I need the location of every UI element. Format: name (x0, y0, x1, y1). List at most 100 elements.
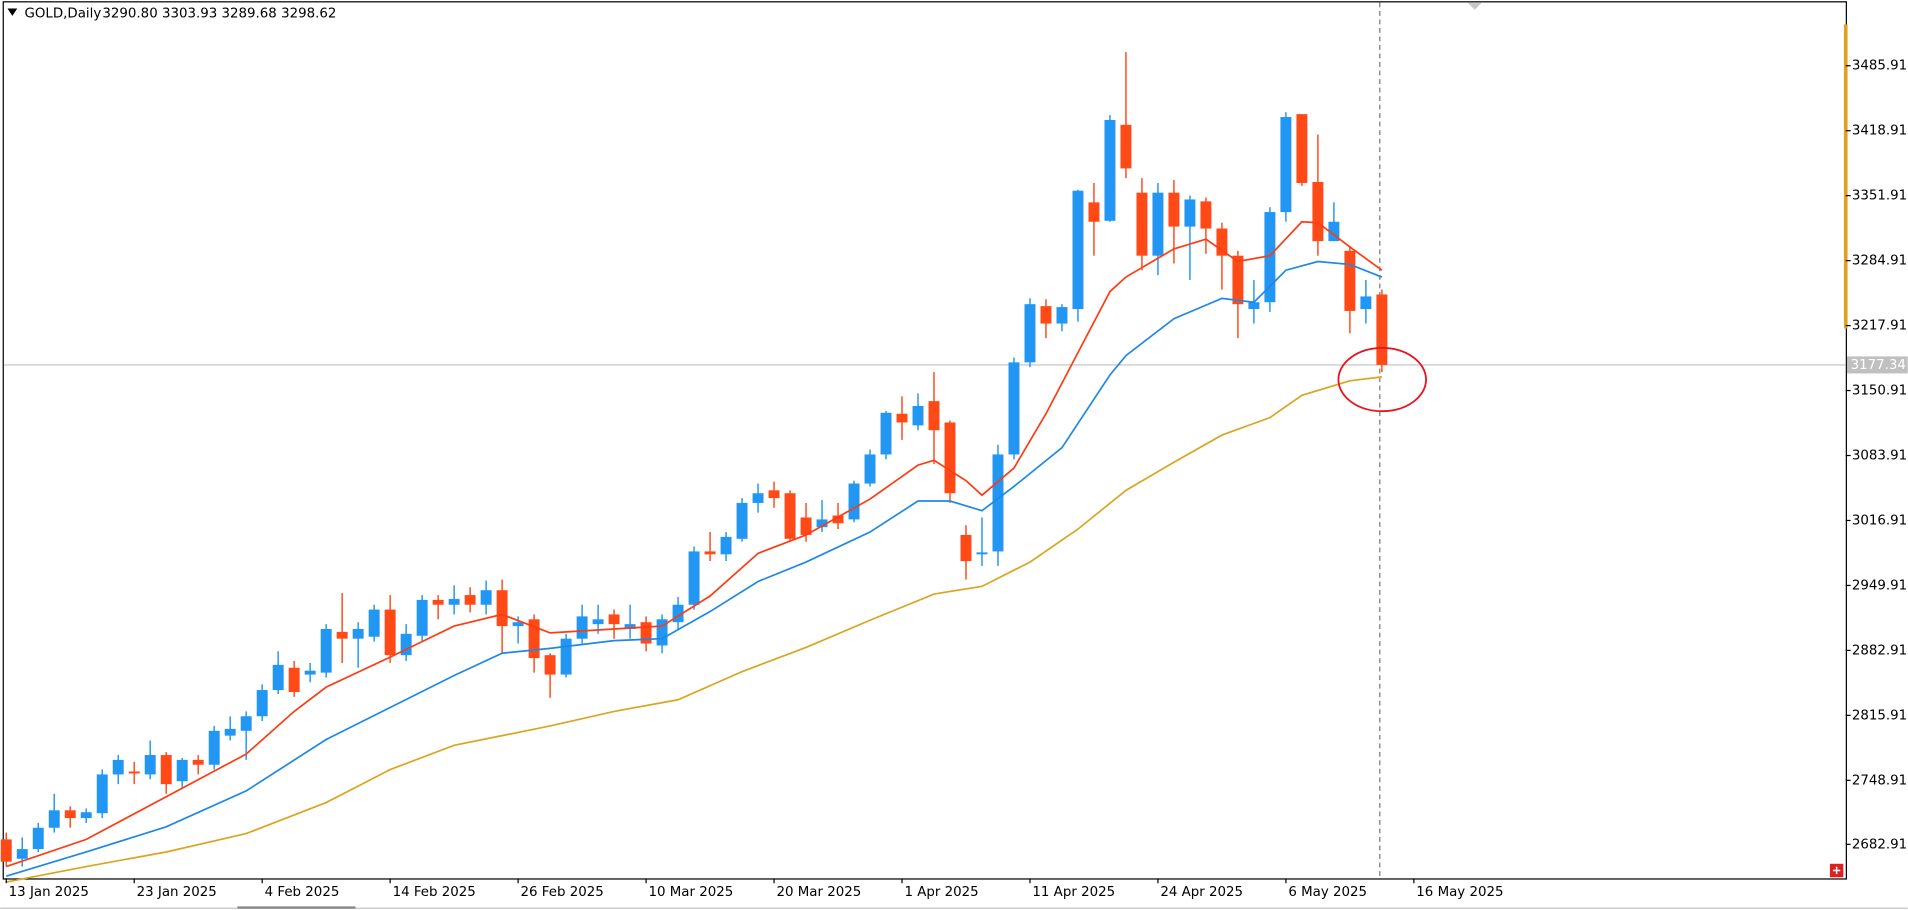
candle-body (432, 599, 444, 605)
candle-body (960, 534, 972, 562)
candle-body (976, 552, 988, 555)
y-tick-label: 2748.91 (1852, 773, 1907, 788)
shift-marker[interactable] (1467, 2, 1482, 10)
x-tick-label: 14 Feb 2025 (393, 885, 476, 900)
candle-body (992, 454, 1004, 552)
last-price-label: 3177.34 (1851, 358, 1906, 373)
candle-body (912, 405, 924, 426)
plot-frame (2, 1, 1847, 880)
candle-body (304, 670, 316, 675)
candle-body (48, 810, 60, 828)
candle-body (176, 759, 188, 782)
candle-body (928, 401, 940, 431)
candle-body (144, 755, 156, 775)
candle-body (816, 519, 828, 528)
candle-body (1328, 221, 1340, 242)
candle-body (1168, 192, 1180, 227)
x-tick-label: 20 Mar 2025 (776, 885, 861, 900)
x-tick-label: 23 Jan 2025 (137, 885, 217, 900)
candle-body (0, 839, 12, 862)
candle-body (336, 631, 348, 639)
y-tick-label: 3351.91 (1852, 189, 1907, 204)
candle-body (800, 517, 812, 535)
candle-body (608, 614, 620, 625)
y-tick-label: 3083.91 (1852, 449, 1907, 464)
y-tick-label: 2815.91 (1852, 708, 1907, 723)
y-tick-label: 2882.91 (1852, 643, 1907, 658)
candle-body (1344, 250, 1356, 311)
candle-body (1200, 201, 1212, 229)
x-tick-label: 1 Apr 2025 (904, 885, 978, 900)
candle-body (784, 493, 796, 539)
candle-body (1248, 302, 1260, 310)
candle-body (160, 755, 172, 785)
x-tick-label: 10 Mar 2025 (649, 885, 734, 900)
candle-body (656, 619, 668, 646)
moving-average (6, 376, 1382, 883)
moving-average (6, 260, 1383, 878)
candle-body (704, 551, 716, 555)
x-tick-label: 26 Feb 2025 (521, 885, 604, 900)
candle-body (400, 633, 412, 656)
candle-body (480, 590, 492, 605)
candle-body (624, 624, 636, 629)
candle-body (128, 771, 140, 774)
candle-body (1264, 212, 1276, 303)
candle-body (1104, 119, 1116, 221)
menu-arrow[interactable] (7, 8, 18, 16)
candle-body (416, 599, 428, 636)
y-tick-label: 3150.91 (1852, 384, 1907, 399)
candle-body (672, 604, 684, 623)
highlight-circle (1337, 347, 1427, 413)
candle-body (576, 616, 588, 639)
candle-body (1184, 199, 1196, 227)
candle-body (640, 622, 652, 644)
candle-body (384, 609, 396, 656)
candle-body (32, 827, 44, 850)
candle-body (352, 628, 364, 639)
candle-body (1312, 182, 1324, 242)
candle-body (752, 493, 764, 503)
candle-body (528, 619, 540, 659)
chart-title: GOLD,Daily (25, 6, 102, 21)
candle-body (848, 483, 860, 520)
candle-body (1008, 362, 1020, 455)
candle-body (1232, 255, 1244, 305)
candle-body (256, 690, 268, 717)
candle-body (1376, 294, 1388, 365)
last-price-box (1846, 356, 1908, 374)
candle-body (1216, 228, 1228, 256)
candle-body (592, 619, 604, 625)
candle-body (96, 774, 108, 814)
y-tick-label: 3217.91 (1852, 319, 1907, 334)
candle-body (1152, 192, 1164, 256)
x-tick-label: 4 Feb 2025 (265, 885, 340, 900)
candle-body (1296, 114, 1308, 183)
candle-body (544, 655, 556, 675)
candle-body (368, 609, 380, 637)
candle-body (272, 664, 284, 691)
candle-body (448, 598, 460, 605)
candle-body (1280, 117, 1292, 213)
candle-body (112, 759, 124, 775)
ohlc-readout: 3290.80 3303.93 3289.68 3298.62 (102, 6, 336, 21)
candle-body (496, 590, 508, 627)
candle-body (688, 551, 700, 605)
y-tick-label: 3418.91 (1852, 124, 1907, 139)
candle-body (880, 412, 892, 455)
candle-body (192, 759, 204, 765)
candle-body (1056, 307, 1068, 324)
candle-body (1136, 192, 1148, 256)
candle-body (1040, 306, 1052, 324)
y-tick-label: 3485.91 (1852, 59, 1907, 74)
candle-body (1024, 304, 1036, 363)
x-tick-label: 24 Apr 2025 (1160, 885, 1243, 900)
x-tick-label: 6 May 2025 (1288, 885, 1367, 900)
candle-body (208, 730, 220, 765)
y-tick-label: 2682.91 (1852, 837, 1907, 852)
candle-body (464, 595, 476, 605)
candle-body (768, 490, 780, 499)
candle-body (240, 716, 252, 731)
